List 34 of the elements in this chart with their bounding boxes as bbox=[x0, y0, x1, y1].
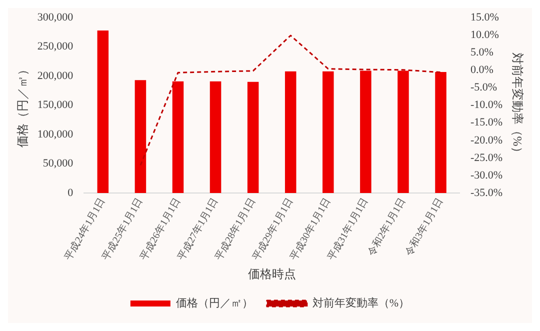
y2-tick-label: -10.0% bbox=[470, 99, 503, 112]
bar bbox=[210, 81, 222, 193]
y2-tick-label: 10.0% bbox=[470, 29, 499, 42]
bar bbox=[435, 72, 446, 193]
y-axis-title: 価格（円／㎡） bbox=[15, 63, 30, 148]
y2-axis-title: 対前年変動率（%） bbox=[510, 52, 525, 158]
y-tick-label: 150,000 bbox=[37, 99, 74, 112]
y2-tick-label: 15.0% bbox=[470, 11, 499, 24]
bar bbox=[284, 71, 296, 193]
bar bbox=[97, 30, 109, 193]
y2-tick-label: -35.0% bbox=[470, 186, 503, 199]
y2-tick-label: -20.0% bbox=[470, 134, 503, 146]
bar bbox=[322, 71, 334, 193]
bar bbox=[360, 70, 372, 193]
x-axis-title: 価格時点 bbox=[248, 266, 296, 281]
y-tick-label: 50,000 bbox=[42, 158, 74, 170]
y2-tick-label: -25.0% bbox=[470, 152, 503, 164]
y-tick-label: 300,000 bbox=[37, 11, 74, 24]
y2-tick-label: 0.0% bbox=[470, 64, 494, 76]
y2-tick-label: -5.0% bbox=[470, 82, 498, 94]
legend-label: 価格（円／㎡） bbox=[176, 297, 253, 310]
y-tick-label: 100,000 bbox=[37, 128, 74, 140]
y-tick-label: 250,000 bbox=[37, 40, 74, 53]
y2-tick-label: 5.0% bbox=[470, 46, 494, 59]
bar bbox=[398, 70, 409, 193]
y2-tick-label: -30.0% bbox=[470, 169, 503, 182]
y2-tick-label: -15.0% bbox=[470, 116, 503, 129]
y-tick-label: 200,000 bbox=[37, 70, 74, 82]
bar bbox=[172, 81, 184, 193]
line-series bbox=[140, 34, 442, 166]
bar bbox=[247, 82, 259, 193]
legend-label: 対前年変動率（%） bbox=[312, 296, 410, 310]
y-tick-label: 0 bbox=[68, 186, 74, 199]
bar bbox=[134, 80, 146, 193]
